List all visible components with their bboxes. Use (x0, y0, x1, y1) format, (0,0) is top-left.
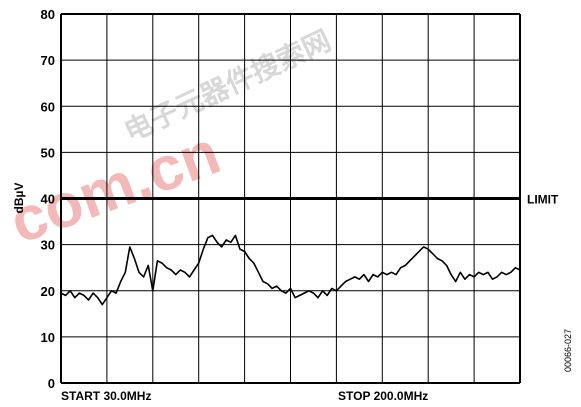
x-start-label: START 30.0MHz (61, 389, 151, 403)
y-tick-label: 20 (41, 284, 55, 299)
watermark-hanzi: 电子元器件搜索网 (119, 25, 335, 148)
x-stop-label: STOP 200.0MHz (338, 389, 428, 403)
limit-label: LIMIT (527, 193, 559, 207)
y-axis-label: dBµV (12, 183, 26, 214)
y-tick-label: 50 (41, 145, 55, 160)
series-line (60, 234, 521, 306)
y-tick-label: 30 (41, 238, 55, 253)
y-tick-label: 70 (41, 53, 55, 68)
y-tick-label: 0 (48, 376, 55, 391)
figure-id: 00066-027 (563, 329, 573, 372)
y-tick-label: 40 (41, 192, 55, 207)
y-tick-label: 60 (41, 99, 55, 114)
y-tick-label: 10 (41, 330, 55, 345)
y-tick-labels: 0 10 20 30 40 50 60 70 80 (41, 7, 55, 391)
y-tick-label: 80 (41, 7, 55, 22)
watermark-latin: com.cn (1, 118, 229, 257)
